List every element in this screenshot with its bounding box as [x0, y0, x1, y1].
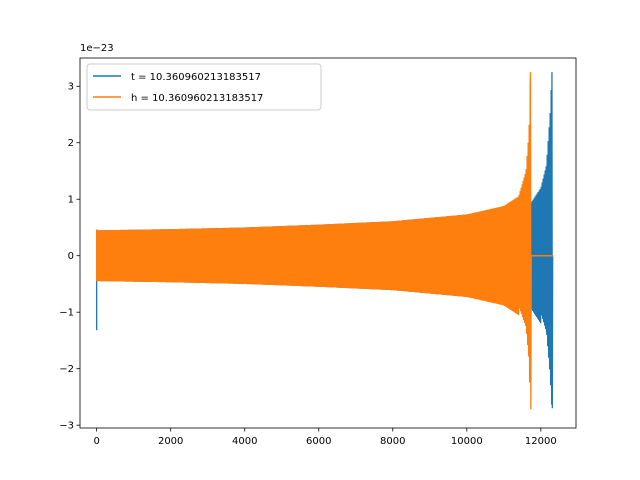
y-offset-label: 1e−23	[80, 43, 114, 54]
x-tick-label: 6000	[306, 436, 331, 447]
x-tick-label: 8000	[380, 436, 405, 447]
y-tick-label: −2	[59, 364, 74, 375]
x-tick-label: 2000	[158, 436, 183, 447]
x-tick-label: 0	[93, 436, 99, 447]
x-tick-label: 12000	[525, 436, 557, 447]
x-tick-label: 10000	[451, 436, 483, 447]
y-tick-label: 3	[68, 82, 74, 93]
x-tick-label: 4000	[232, 436, 257, 447]
series-line-1	[96, 72, 532, 410]
axes-frame	[79, 57, 577, 429]
legend-label-t: t = 10.360960213183517	[131, 72, 261, 83]
y-tick-label: 1	[68, 195, 74, 206]
y-tick-label: 2	[68, 138, 74, 149]
legend-box	[86, 63, 322, 111]
legend-label-h: h = 10.360960213183517	[131, 93, 263, 104]
y-axis: −3 −2 −1 0 1 2 3	[59, 82, 80, 432]
plot-area	[96, 72, 554, 410]
x-axis: 0 2000 4000 6000 8000 10000 12000	[93, 428, 557, 447]
y-tick-label: −1	[59, 308, 74, 319]
y-tick-label: −3	[59, 421, 74, 432]
y-tick-label: 0	[68, 251, 74, 262]
legend: t = 10.360960213183517 h = 10.3609602131…	[86, 63, 322, 111]
